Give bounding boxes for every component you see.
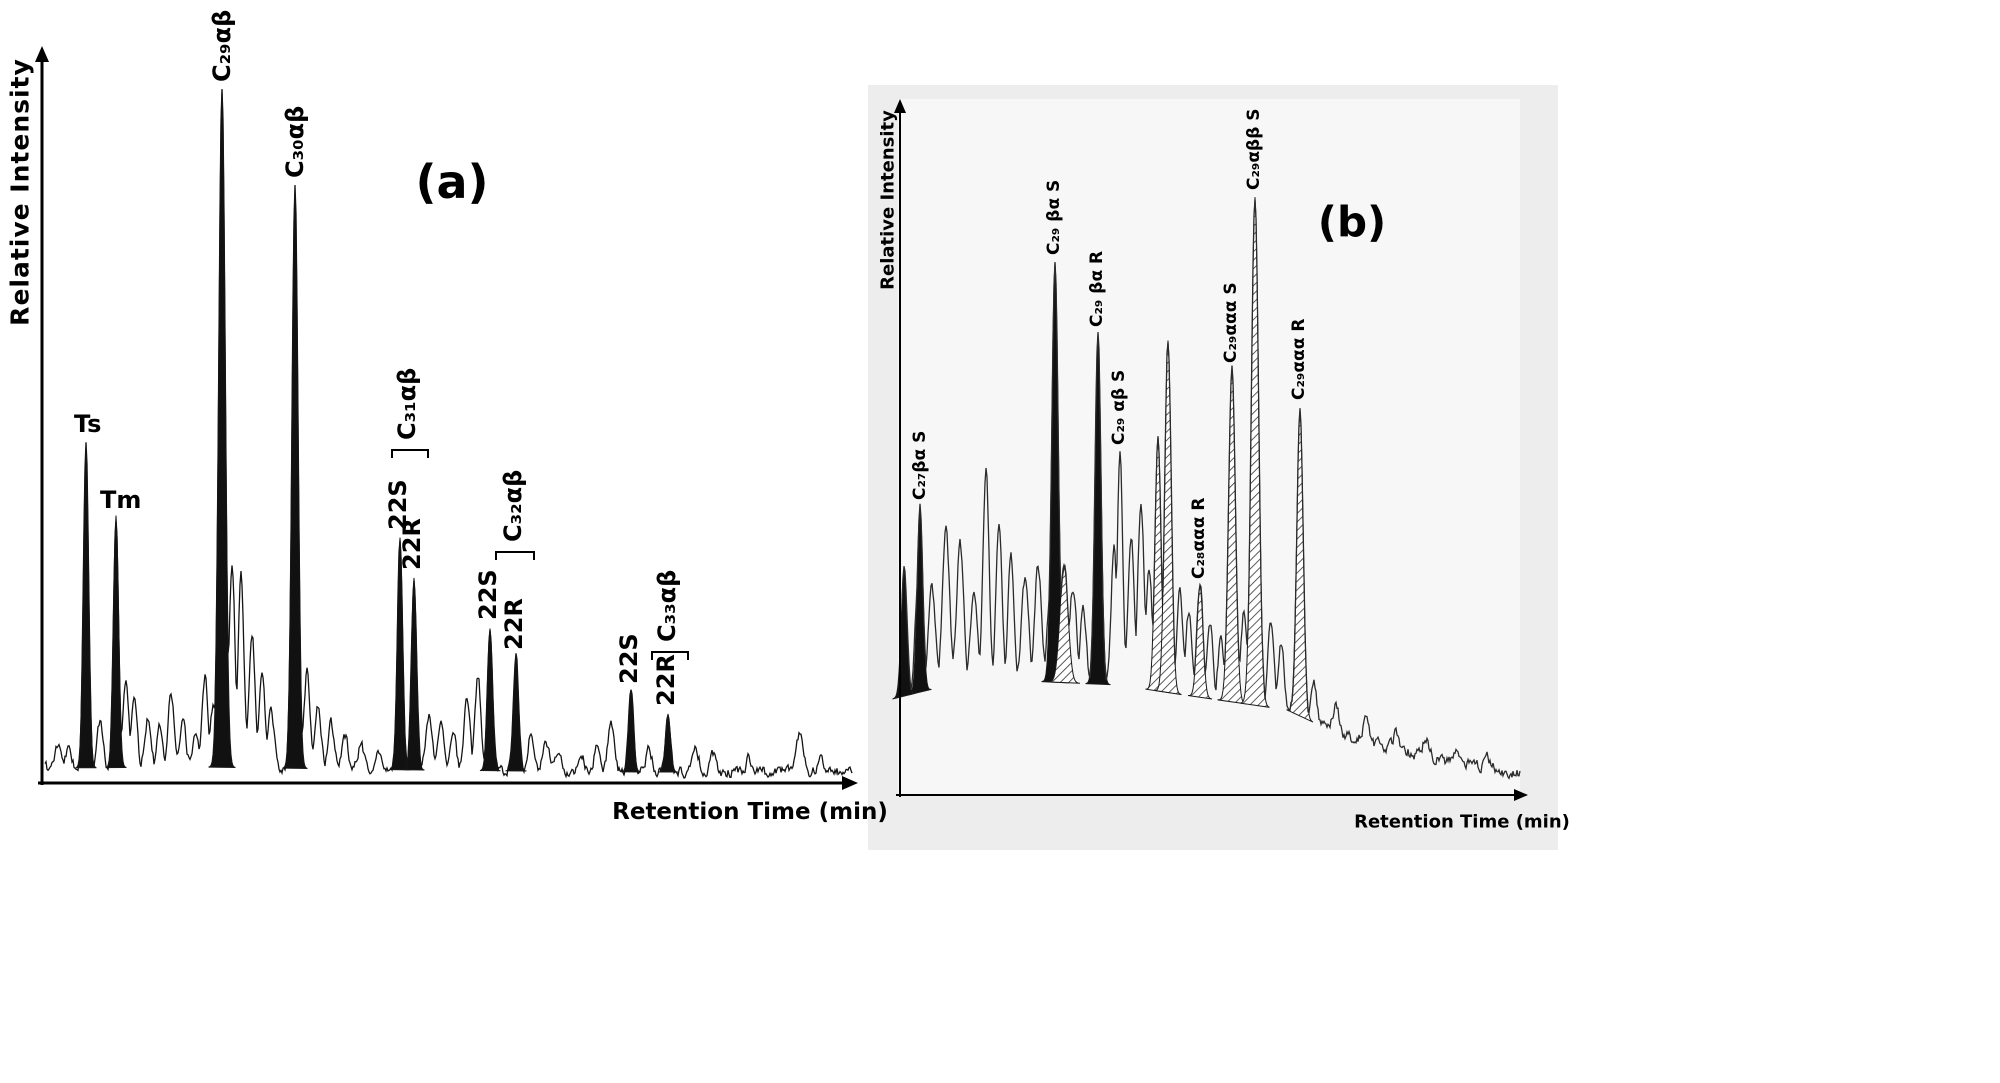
filled-peak [505, 658, 527, 772]
y-axis-arrow-icon [35, 46, 49, 62]
peak-label: 22S [615, 633, 643, 684]
x-axis-arrow-icon [1514, 789, 1528, 801]
filled-peak [105, 515, 127, 769]
filled-peak [620, 691, 642, 773]
peak-label: C₂₉ααα R [1289, 319, 1309, 400]
filled-peak [657, 713, 679, 773]
y-axis-arrow-icon [894, 99, 906, 113]
filled-peak [75, 447, 97, 769]
peak-label: 22R [652, 654, 680, 706]
peak-label: C₃₀αβ [281, 106, 309, 178]
peak-label: C₂₉αβ [208, 10, 236, 82]
peak-label: 22R [500, 598, 528, 650]
panel-b-x-axis-label: Retention Time (min) [1354, 811, 1570, 833]
peak-label: Ts [74, 410, 101, 438]
filled-peak [208, 89, 236, 769]
peak-label: C₂₉ βα S [1044, 180, 1064, 255]
peak-label: Tm [100, 486, 141, 514]
panel-a-y-axis-label: Relative Intensity [5, 58, 35, 326]
panel-b-letter: (b) [1317, 197, 1387, 247]
panel-a-letter: (a) [415, 155, 489, 209]
peak-label: C₂₈ααα R [1189, 498, 1209, 579]
x-axis-arrow-icon [842, 776, 858, 790]
peak-label: 22R [398, 518, 426, 570]
peak-label: C₂₉ βα R [1087, 251, 1107, 327]
homolog-bracket-label: C₃₃αβ [653, 570, 681, 642]
peak-label: C₂₉αββ S [1244, 108, 1264, 190]
filled-peak [389, 537, 411, 771]
panel-a-x-axis-label: Retention Time (min) [612, 799, 888, 825]
peak-label: C₂₉ αβ S [1109, 370, 1129, 445]
homolog-bracket-label: C₃₂αβ [499, 470, 527, 542]
homolog-bracket [651, 651, 689, 660]
homolog-bracket [391, 449, 429, 458]
filled-peak [403, 577, 425, 771]
chromatogram-trace [44, 89, 853, 779]
homolog-bracket [495, 551, 535, 560]
peak-label: 22S [384, 479, 412, 530]
peak-label: C₂₇βα S [910, 431, 930, 500]
panel-b-chromatogram: C₂₇βα S C₂₉ βα S C₂₉ βα R C₂₉ αβ S C₂₈ααα R C… [892, 99, 1528, 801]
homolog-bracket-label: C₃₁αβ [393, 368, 421, 440]
peak-label: 22S [474, 569, 502, 620]
plot-area [898, 99, 1520, 796]
filled-peak [282, 188, 308, 770]
panel-b-y-axis-label: Relative Intensity [877, 110, 899, 290]
peak-label: C₂₉ααα S [1221, 282, 1241, 363]
chromatogram-trace [901, 199, 1521, 780]
